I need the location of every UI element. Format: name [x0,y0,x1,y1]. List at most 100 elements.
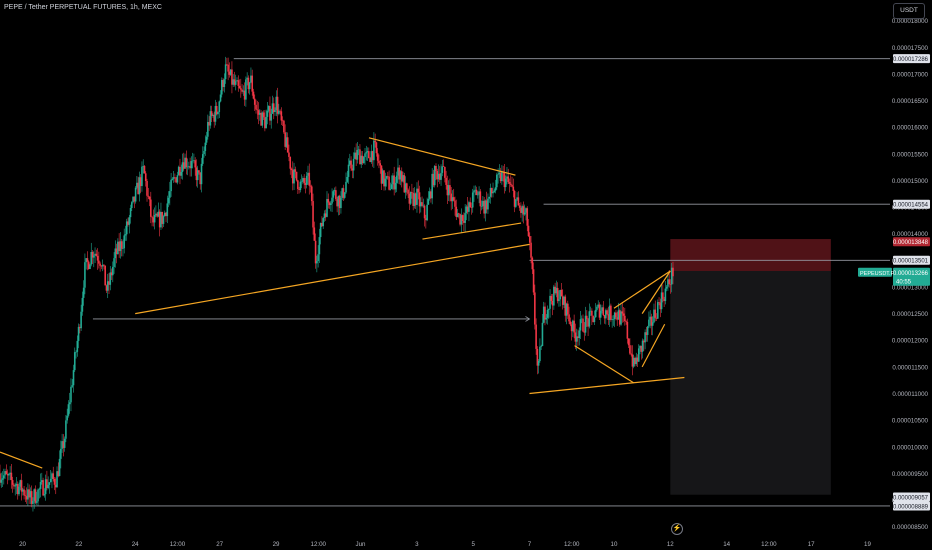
price-tick-label: 0.000018000 [892,18,929,25]
candle-body [91,251,94,258]
candle-body [528,236,531,243]
candle-body [224,64,227,80]
trend-line[interactable] [574,345,635,384]
candle-body [300,181,303,183]
candle-body [483,200,485,214]
candle-body [516,197,518,200]
candle-body [72,370,75,386]
candle-body [176,175,179,183]
candle-body [266,110,269,117]
currency-unit-button[interactable]: USDT [893,3,925,19]
short-position-tool[interactable] [670,239,831,495]
time-axis[interactable]: 20 22 24 12:00 27 29 12:00 Jun 3 5 7 12:00 10 12 14 12:… [19,541,871,548]
candle-body [308,172,311,186]
price-tick-label: 0.000011000 [892,391,928,398]
trend-line[interactable] [368,137,516,176]
trend-line[interactable] [613,270,671,309]
candle-body [402,175,404,182]
price-tick-label: 0.000012000 [892,338,929,345]
candle-body [141,166,143,187]
price-badge-label: 0.000009057 [893,495,929,501]
candle-body [152,217,155,223]
candle-body [226,64,228,65]
trend-lines[interactable] [0,137,685,469]
candle-body [115,248,118,255]
candle-body [303,178,305,184]
candle-body [181,162,184,172]
candle-body [441,166,444,173]
candle-body [468,202,470,212]
price-axis-badges: 0.000017286 0.000014554 0.000013848 0.00001… [858,54,930,511]
candle-body [463,221,465,223]
candle-body [310,186,313,202]
candle-body [95,253,98,256]
candle-body [185,157,188,168]
candle-body [488,196,491,199]
trend-line[interactable] [529,376,685,395]
candle-body [375,142,378,154]
candle-body [39,482,42,489]
candle-body [24,495,27,497]
candle-body [447,185,450,196]
candle-body [163,212,166,217]
candle-body [27,489,29,500]
candle-body [67,404,70,416]
candle-body [431,173,433,199]
trend-line[interactable] [641,270,671,314]
candle-body [594,309,597,318]
position-target-zone[interactable] [670,271,831,495]
drawing-lines[interactable] [0,58,890,507]
candle-body [572,320,574,332]
candle-body [545,317,548,320]
candle-body [124,234,127,236]
candle-body [357,149,360,151]
trend-line[interactable] [0,451,43,469]
candle-body [498,172,501,175]
candle-body [371,151,374,161]
candle-body [157,211,160,217]
candle-body [41,480,43,483]
candle-body [560,289,563,297]
candle-body [621,311,624,314]
trend-line[interactable] [641,323,666,368]
candle-body [218,101,221,112]
candle-body [359,149,361,165]
candle-body [122,248,124,249]
candle-body [509,183,512,185]
candle-body [253,98,256,105]
candle-body [612,319,615,320]
candle-body [47,484,49,489]
candle-body [639,345,641,349]
candle-body [193,160,195,161]
time-tick-label: Jun [356,541,367,548]
candle-body [227,64,229,72]
candle-body [108,281,110,285]
price-badge [893,54,930,64]
position-stop-zone[interactable] [670,239,831,271]
candle-body [588,311,591,327]
candle-body [659,302,662,310]
candle-body [283,120,285,133]
candle-body [223,79,226,88]
price-tick-label: 0.000017500 [892,45,929,52]
candle-body [381,170,384,184]
candle-body [390,184,393,189]
candle-body [71,385,74,387]
candle-body [517,197,520,206]
candle-body [256,109,259,111]
candle-body [189,166,191,169]
lightning-icon[interactable]: ⚡ [671,523,683,535]
candle-body [198,170,200,173]
candle-body [180,171,183,176]
candle-body [32,500,34,504]
trend-line[interactable] [135,243,530,315]
candle-body [231,69,233,85]
candle-body [573,320,575,333]
candle-body [368,151,370,159]
time-tick-label: 12:00 [761,541,777,548]
arrow-head [525,316,531,322]
candle-body [366,151,369,153]
trend-line[interactable] [422,222,522,240]
candle-body [592,315,594,322]
